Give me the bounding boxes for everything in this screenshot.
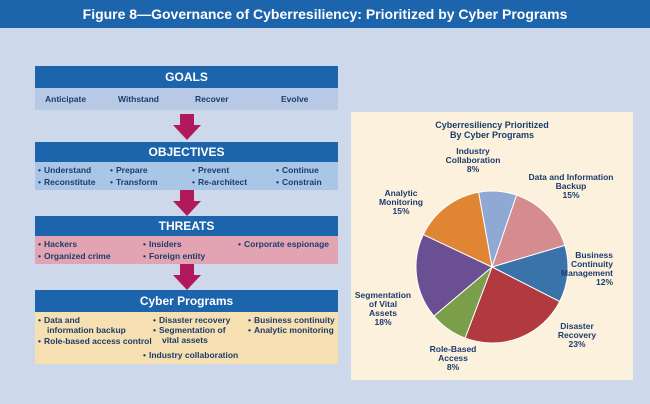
pie-slice-label: Role-Based Access 8% — [430, 344, 477, 372]
down-arrow-icon — [173, 264, 201, 290]
pie-slice-label: Business Continuity Management 12% — [561, 250, 613, 287]
programs-header: Cyber Programs — [35, 290, 338, 312]
goal-item: Anticipate — [45, 94, 87, 104]
threat-item: Hackers — [38, 239, 77, 249]
program-item: Segmentation of — [153, 325, 226, 335]
threat-item: Corporate espionage — [238, 239, 329, 249]
objectives-band: Understand Prepare Prevent Continue Reco… — [35, 162, 338, 190]
pie-slice-label: Analytic Monitoring 15% — [379, 188, 423, 216]
objective-item: Reconstitute — [38, 177, 95, 187]
program-item: vital assets — [162, 335, 208, 345]
programs-band: Data and information backup Disaster rec… — [35, 312, 338, 364]
program-item: Business continuity — [248, 315, 335, 325]
down-arrow-icon — [173, 190, 201, 216]
objective-item: Prevent — [192, 165, 229, 175]
program-item: information backup — [47, 325, 126, 335]
objective-item: Continue — [276, 165, 319, 175]
pie-slice — [491, 194, 566, 268]
program-item: Data and — [38, 315, 80, 325]
threat-item: Insiders — [143, 239, 182, 249]
figure-body: GOALS Anticipate Withstand Recover Evolv… — [5, 32, 645, 400]
pie-slice — [464, 266, 561, 344]
program-item: Industry collaboration — [143, 350, 238, 360]
objective-item: Re-architect — [192, 177, 247, 187]
threat-item: Foreign entity — [143, 251, 205, 261]
goal-item: Withstand — [118, 94, 160, 104]
pie-chart-title: Cyberresiliency Prioritized By Cyber Prog… — [435, 120, 549, 140]
program-item: Role-based access control — [38, 336, 152, 346]
objective-item: Transform — [110, 177, 158, 187]
threats-header: THREATS — [35, 216, 338, 236]
pie-slice-label: Data and Information Backup 15% — [528, 172, 613, 200]
pie-slice-label: Disaster Recovery 23% — [558, 321, 597, 349]
pie-chart-panel: Cyberresiliency Prioritized By Cyber Prog… — [351, 112, 633, 380]
figure-title: Figure 8—Governance of Cyberresiliency: … — [0, 0, 650, 28]
pie-slice-label: Segmentation of Vital Assets 18% — [355, 290, 411, 327]
pie-slice — [415, 233, 493, 317]
program-item: Analytic monitoring — [248, 325, 334, 335]
pie-chart: Cyberresiliency Prioritized By Cyber Prog… — [355, 120, 614, 372]
pie-slice — [422, 191, 493, 268]
objective-item: Understand — [38, 165, 91, 175]
threats-band: Hackers Insiders Corporate espionage Org… — [35, 236, 338, 264]
threat-item: Organized crime — [38, 251, 111, 261]
goal-item: Recover — [195, 94, 229, 104]
program-item: Disaster recovery — [153, 315, 230, 325]
goals-header: GOALS — [35, 66, 338, 88]
down-arrow-icon — [173, 114, 201, 140]
objective-item: Constrain — [276, 177, 322, 187]
goals-band: Anticipate Withstand Recover Evolve — [35, 88, 338, 110]
objective-item: Prepare — [110, 165, 148, 175]
pie-slice-label: Industry Collaboration 8% — [446, 146, 501, 174]
objectives-header: OBJECTIVES — [35, 142, 338, 162]
goal-item: Evolve — [281, 94, 309, 104]
